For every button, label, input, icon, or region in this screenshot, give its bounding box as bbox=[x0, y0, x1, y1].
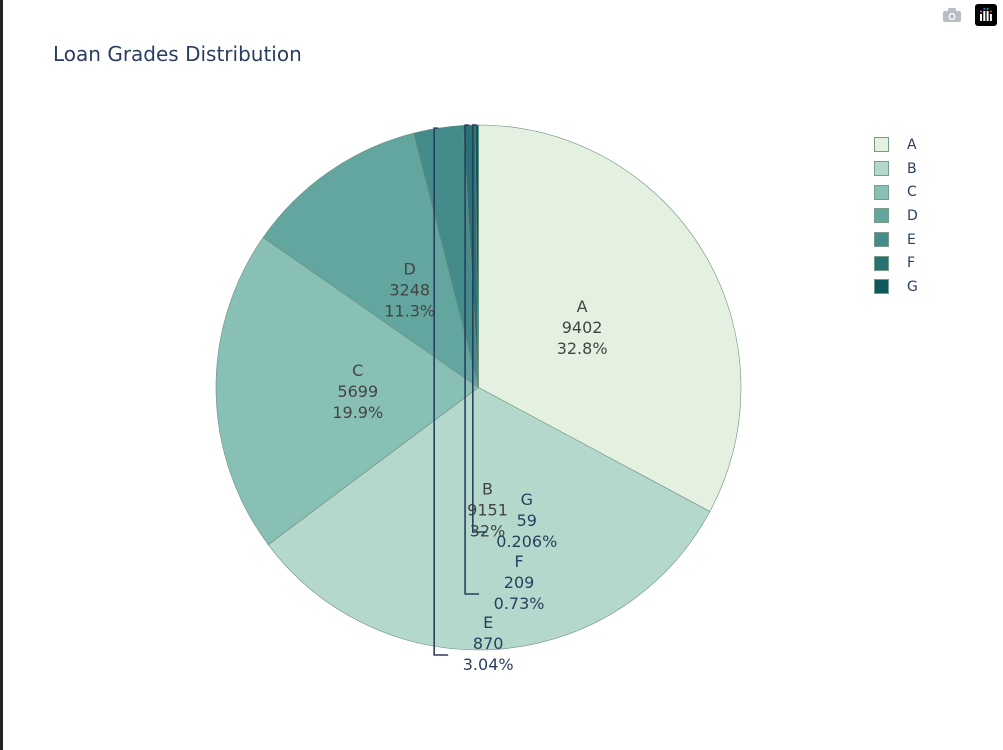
pie-slice-c[interactable] bbox=[215, 237, 480, 546]
legend-item-f[interactable]: F bbox=[874, 251, 918, 275]
chart-title: Loan Grades Distribution bbox=[53, 42, 302, 66]
legend-swatch bbox=[874, 208, 889, 224]
pie-slice-d[interactable] bbox=[262, 132, 479, 389]
legend-label: G bbox=[907, 278, 918, 295]
legend-swatch bbox=[874, 232, 889, 248]
leader-line-e bbox=[433, 127, 449, 656]
legend-item-b[interactable]: B bbox=[874, 157, 918, 181]
slice-percent-g: 0.206% bbox=[496, 532, 557, 551]
legend-item-c[interactable]: C bbox=[874, 180, 918, 204]
slice-value-c: 5699 bbox=[337, 382, 378, 401]
leader-line-f bbox=[464, 124, 480, 595]
legend-item-g[interactable]: G bbox=[874, 275, 918, 299]
plotly-logo-icon[interactable] bbox=[975, 4, 997, 26]
legend-label: E bbox=[907, 231, 916, 248]
slice-value-e: 870 bbox=[473, 634, 504, 653]
legend-label: D bbox=[907, 207, 918, 224]
legend-label: C bbox=[907, 184, 917, 201]
window-frame-edge bbox=[0, 0, 3, 750]
slice-value-d: 3248 bbox=[389, 281, 430, 300]
slice-value-b: 9151 bbox=[467, 500, 508, 519]
slice-value-g: 59 bbox=[517, 511, 537, 530]
pie-slice-a[interactable] bbox=[478, 124, 742, 512]
legend-label: A bbox=[907, 136, 917, 153]
slice-label-b: B bbox=[482, 479, 493, 498]
legend-label: B bbox=[907, 160, 917, 177]
slice-label-c: C bbox=[352, 361, 363, 380]
slice-value-f: 209 bbox=[504, 573, 535, 592]
legend-item-a[interactable]: A bbox=[874, 133, 918, 157]
leader-line-g bbox=[472, 124, 487, 533]
slice-percent-e: 3.04% bbox=[463, 655, 514, 674]
legend-label: F bbox=[907, 255, 916, 272]
chart-modebar bbox=[941, 4, 997, 26]
legend-swatch bbox=[874, 255, 889, 271]
slice-percent-b: 32% bbox=[470, 521, 506, 540]
legend-swatch bbox=[874, 184, 889, 200]
legend-swatch bbox=[874, 279, 889, 295]
pie-slice-b[interactable] bbox=[267, 387, 711, 651]
slice-label-a: A bbox=[577, 297, 588, 316]
slice-label-e: E bbox=[483, 613, 493, 632]
slice-percent-f: 0.73% bbox=[494, 594, 545, 613]
slice-label-f: F bbox=[514, 552, 523, 571]
legend-swatch bbox=[874, 137, 889, 153]
slice-percent-d: 11.3% bbox=[384, 302, 435, 321]
legend-swatch bbox=[874, 161, 889, 177]
slice-label-g: G bbox=[521, 490, 533, 509]
camera-icon[interactable] bbox=[941, 4, 963, 26]
slice-percent-a: 32.8% bbox=[557, 339, 608, 358]
slice-label-d: D bbox=[404, 260, 416, 279]
legend-item-d[interactable]: D bbox=[874, 204, 918, 228]
slice-percent-c: 19.9% bbox=[332, 403, 383, 422]
slice-value-a: 9402 bbox=[562, 318, 603, 337]
legend-item-e[interactable]: E bbox=[874, 228, 918, 252]
